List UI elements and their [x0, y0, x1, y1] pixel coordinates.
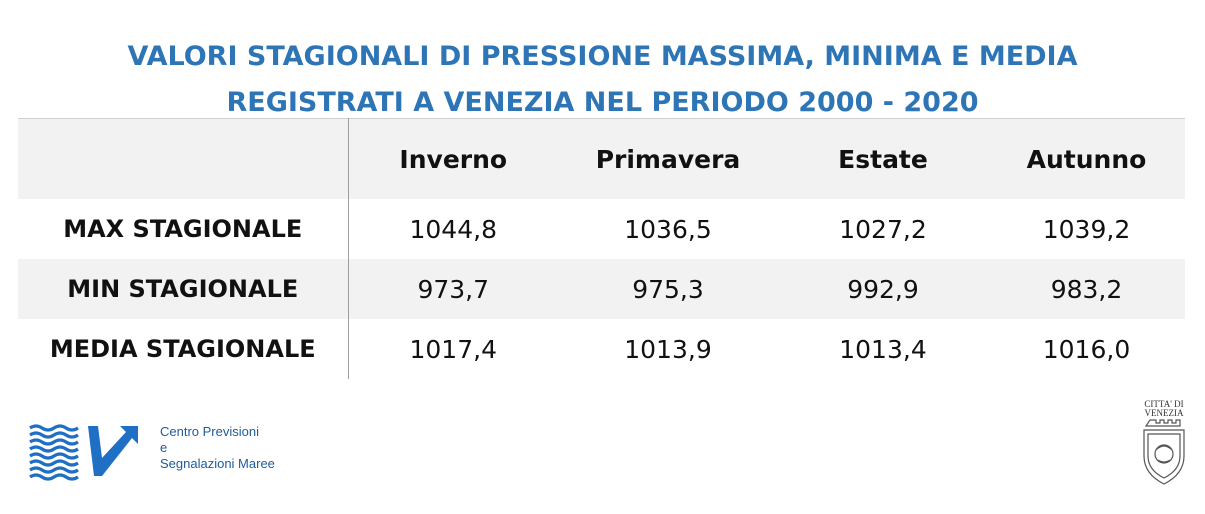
cell-value: 1017,4 [409, 334, 497, 364]
cell-value: 973,7 [348, 259, 558, 319]
title-line-2: REGISTRATI A VENEZIA NEL PERIODO 2000 - … [226, 87, 979, 118]
header-primavera: Primavera [558, 118, 778, 199]
cell-value: 975,3 [558, 259, 778, 319]
cell-value: 1013,9 [624, 334, 712, 364]
cell-value: 1044,8 [409, 214, 497, 244]
row-label-min: MIN STAGIONALE [18, 259, 349, 319]
header-inverno: Inverno [348, 118, 558, 199]
cpsm-line-1: Centro Previsioni [160, 424, 259, 439]
cpsm-line-3: Segnalazioni Maree [160, 456, 275, 471]
venezia-line-1: CITTA' DI [1144, 399, 1184, 409]
city-crest-logo [1143, 419, 1185, 485]
row-label-media: MEDIA STAGIONALE [18, 319, 349, 379]
cell-value: 983,2 [988, 259, 1185, 319]
cell-value: 1016,0 [1042, 334, 1131, 364]
row-label-max: MAX STAGIONALE [18, 199, 349, 259]
title-line-1: VALORI STAGIONALI DI PRESSIONE MASSIMA, … [127, 41, 1078, 72]
cell-value: 1039,2 [1042, 214, 1131, 244]
table-row: MEDIA STAGIONALE 1017,4 1013,9 1013,4 10… [18, 319, 1185, 379]
cell-value: 1036,5 [624, 214, 712, 244]
header-empty [18, 118, 349, 199]
table-header-row: Inverno Primavera Estate Autunno [18, 118, 1185, 199]
waves-arrow-logo [29, 424, 138, 481]
page-title: VALORI STAGIONALI DI PRESSIONE MASSIMA, … [0, 34, 1205, 126]
venezia-name: CITTA' DI VENEZIA [1138, 400, 1190, 418]
pressure-table: Inverno Primavera Estate Autunno MAX STA… [18, 118, 1185, 379]
table-row: MAX STAGIONALE 1044,8 1036,5 1027,2 1039… [18, 199, 1185, 259]
header-estate: Estate [778, 118, 988, 199]
cell-value: 992,9 [778, 259, 988, 319]
venezia-line-2: VENEZIA [1144, 408, 1184, 418]
cpsm-line-2: e [160, 440, 168, 455]
table-row: MIN STAGIONALE 973,7 975,3 992,9 983,2 [18, 259, 1185, 319]
cpsm-name: Centro Previsioni e Segnalazioni Maree [160, 424, 275, 472]
cell-value: 1027,2 [839, 214, 927, 244]
header-autunno: Autunno [988, 118, 1185, 199]
cell-value: 1013,4 [839, 334, 927, 364]
